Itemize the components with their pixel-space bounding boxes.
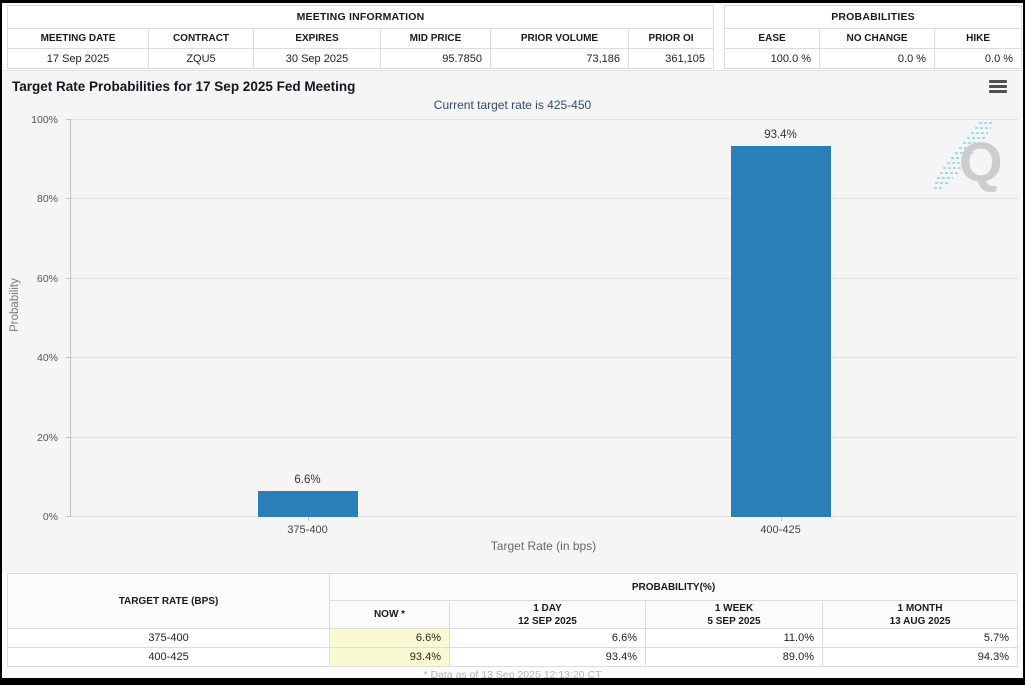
y-tick-label: 60% <box>36 272 58 285</box>
col-contract: CONTRACT <box>148 28 254 49</box>
prior-volume-value: 73,186 <box>490 48 629 69</box>
table-row-400-425: 400-425 93.4% 93.4% 89.0% 94.3% <box>7 647 1018 667</box>
meeting-information-table: MEETING INFORMATION MEETING DATE CONTRAC… <box>6 5 715 69</box>
expires-value: 30 Sep 2025 <box>253 48 381 69</box>
col-no-change: NO CHANGE <box>819 28 936 49</box>
y-tick-label: 80% <box>36 193 58 206</box>
day-cell: 6.6% <box>449 628 646 648</box>
col-mid-price: MID PRICE <box>380 28 491 49</box>
prior-oi-value: 361,105 <box>627 48 715 69</box>
bar-400-425 <box>730 146 831 517</box>
y-tick-mark <box>66 516 71 517</box>
week-cell: 89.0% <box>645 647 823 667</box>
now-cell: 6.6% <box>329 628 450 648</box>
bar-group-400-425: 93.4% 400-425 <box>730 120 831 536</box>
meeting-information-title: MEETING INFORMATION <box>6 5 715 29</box>
bar-value-label: 93.4% <box>764 129 797 142</box>
col-meeting-date: MEETING DATE <box>7 28 149 49</box>
x-tick <box>780 517 782 521</box>
probability-group-header: PROBABILITY(%) <box>329 573 1018 601</box>
data-as-of-note: * Data as of 13 Sep 2025 12:13:20 CT <box>423 669 602 681</box>
plot-area: 6.6% 375-400 93.4% 400-425 <box>66 119 1017 536</box>
rate-cell: 375-400 <box>7 628 330 648</box>
bar-value-label: 6.6% <box>294 473 321 486</box>
col-now: NOW * <box>329 600 450 629</box>
hamburger-menu-icon[interactable] <box>989 80 1009 96</box>
x-category-label: 375-400 <box>287 524 328 536</box>
x-category-label: 400-425 <box>760 524 801 536</box>
history-section: TARGET RATE (BPS) PROBABILITY(%) NOW * 1… <box>2 572 1023 678</box>
table-row-375-400: 375-400 6.6% 6.6% 11.0% 5.7% <box>7 628 1018 648</box>
y-tick-mark <box>66 277 71 279</box>
rate-cell: 400-425 <box>7 647 330 667</box>
y-gridline <box>71 357 1017 359</box>
month-cell: 5.7% <box>822 628 1018 648</box>
corner-header: TARGET RATE (BPS) <box>7 573 330 629</box>
quikstrike-q-watermark-icon: Q <box>934 122 1003 193</box>
chart-title: Target Rate Probabilities for 17 Sep 202… <box>12 79 356 94</box>
svg-text:Q: Q <box>959 130 1003 193</box>
day-cell: 93.4% <box>449 647 646 667</box>
contract-value: ZQU5 <box>148 48 254 69</box>
col-expires: EXPIRES <box>253 28 381 49</box>
y-tick-mark <box>66 119 71 120</box>
probabilities-table: PROBABILITIES EASE NO CHANGE HIKE 100.0 … <box>724 5 1023 69</box>
col-prior-volume: PRIOR VOLUME <box>490 28 629 49</box>
bar-375-400 <box>257 490 358 517</box>
y-tick-mark <box>66 198 71 200</box>
col-1-month: 1 MONTH 13 AUG 2025 <box>822 600 1018 629</box>
y-axis-labels: 0% 20% 40% 60% 80% 100% <box>2 114 64 523</box>
probability-chart: Target Rate Probabilities for 17 Sep 202… <box>2 70 1023 572</box>
col-1-day: 1 DAY 12 SEP 2025 <box>449 600 646 629</box>
probability-history-table: TARGET RATE (BPS) PROBABILITY(%) NOW * 1… <box>7 573 1018 667</box>
y-gridline <box>71 516 1017 517</box>
summary-tables: MEETING INFORMATION MEETING DATE CONTRAC… <box>2 3 1023 70</box>
y-gridline <box>71 119 1017 120</box>
col-hike: HIKE <box>934 28 1023 49</box>
col-ease: EASE <box>724 28 821 49</box>
x-tick <box>307 517 309 521</box>
current-target-rate-subtitle: Current target rate is 425-450 <box>433 98 592 112</box>
y-tick-mark <box>66 436 71 438</box>
now-cell: 93.4% <box>329 647 450 667</box>
week-cell: 11.0% <box>645 628 823 648</box>
y-tick-mark <box>66 357 71 359</box>
mid-price-value: 95.7850 <box>380 48 491 69</box>
y-tick-label: 100% <box>31 114 58 126</box>
y-tick-label: 40% <box>36 352 58 365</box>
col-prior-oi: PRIOR OI <box>627 28 715 49</box>
probabilities-title: PROBABILITIES <box>724 5 1023 29</box>
bar-group-375-400: 6.6% 375-400 <box>257 120 358 536</box>
y-gridline <box>71 277 1017 279</box>
y-tick-label: 20% <box>36 431 58 444</box>
no-change-value: 0.0 % <box>819 48 936 69</box>
meeting-date-value: 17 Sep 2025 <box>7 48 149 69</box>
y-tick-label: 0% <box>42 511 58 523</box>
hike-value: 0.0 % <box>934 48 1023 69</box>
month-cell: 94.3% <box>822 647 1018 667</box>
ease-value: 100.0 % <box>724 48 821 69</box>
col-1-week: 1 WEEK 5 SEP 2025 <box>645 600 823 629</box>
y-gridline <box>71 198 1017 200</box>
x-axis-title: Target Rate (in bps) <box>490 539 597 553</box>
y-gridline <box>71 436 1017 438</box>
